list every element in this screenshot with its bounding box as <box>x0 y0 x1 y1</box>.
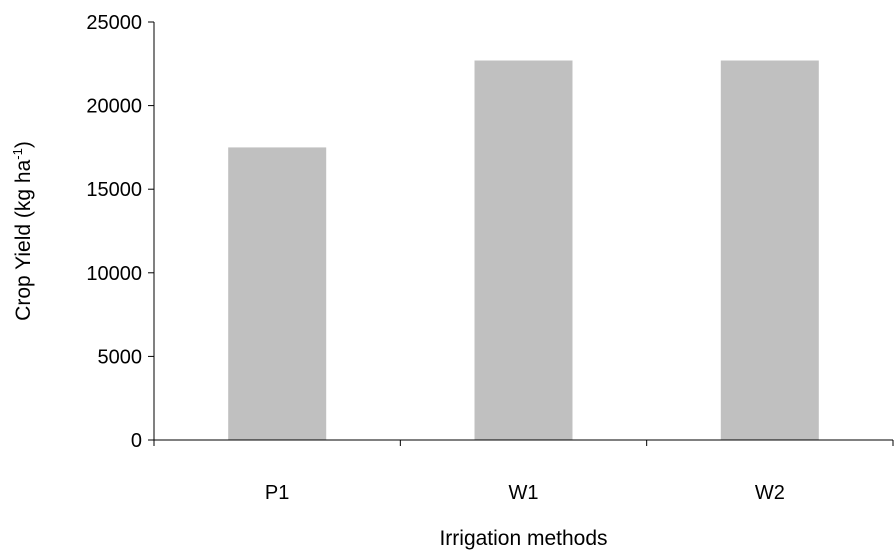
y-tick-label: 20000 <box>86 96 142 118</box>
x-category-label: W2 <box>755 482 785 504</box>
axes-group <box>148 21 894 446</box>
bar-w1 <box>474 60 573 440</box>
y-axis-title: Crop Yield (kg ha-1) <box>10 141 35 321</box>
x-category-label: W1 <box>509 482 539 504</box>
tick-labels-group: 0 5000 10000 15000 20000 25000 P1 W1 W2 <box>86 12 784 504</box>
y-tick-label: 25000 <box>86 12 142 34</box>
y-tick-label: 15000 <box>86 179 142 201</box>
y-tick-label: 0 <box>131 430 142 452</box>
x-axis-title: Irrigation methods <box>439 527 607 550</box>
y-axis-title-close: ) <box>12 141 35 148</box>
bar-w2 <box>720 60 819 440</box>
y-tick-label: 10000 <box>86 263 142 285</box>
y-axis-title-superscript: -1 <box>10 148 25 160</box>
bars-group <box>228 60 819 440</box>
bar-p1 <box>228 147 327 440</box>
y-tick-label: 5000 <box>98 346 143 368</box>
y-axis-title-main: Crop Yield (kg ha <box>12 159 35 320</box>
x-category-label: P1 <box>265 482 289 504</box>
